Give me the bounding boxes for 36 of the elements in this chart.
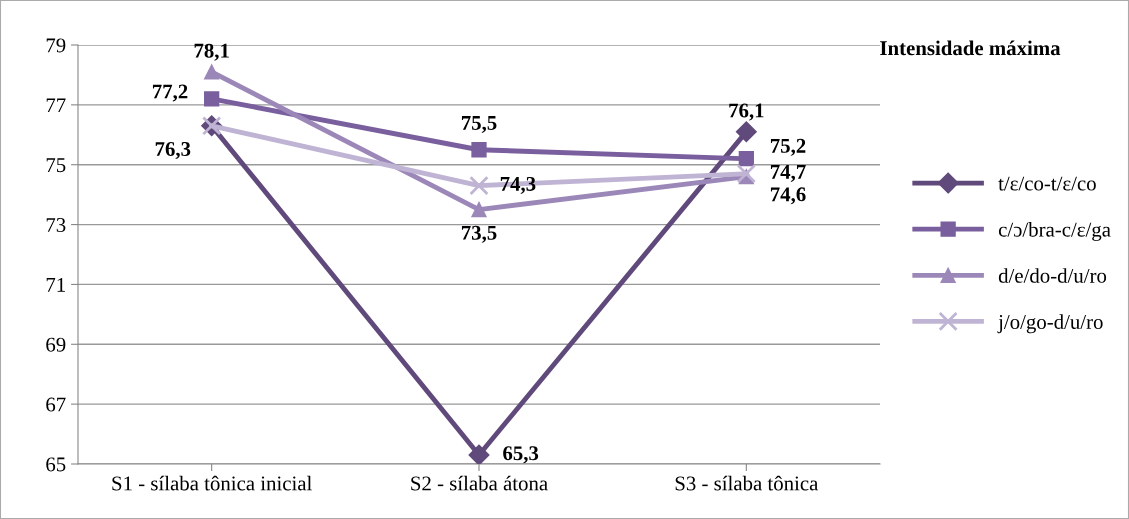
y-tick-label: 69 xyxy=(46,337,66,352)
point xyxy=(736,163,757,184)
legend-label: d/e/do-d/u/ro xyxy=(998,268,1107,283)
data-label: 74,6 xyxy=(770,187,806,205)
data-label: 65,3 xyxy=(503,446,539,464)
point xyxy=(204,64,220,80)
legend-label: j/o/go-d/u/ro xyxy=(997,314,1103,334)
y-tick-label: 77 xyxy=(46,98,66,113)
data-label: 78,1 xyxy=(194,43,229,61)
data-label: 74,3 xyxy=(500,176,536,194)
data-label: 76,3 xyxy=(155,142,191,160)
point xyxy=(735,121,757,143)
point xyxy=(471,201,487,218)
point xyxy=(738,151,754,167)
data-label: 73,5 xyxy=(461,225,497,243)
point xyxy=(204,91,220,107)
point xyxy=(468,444,490,464)
point xyxy=(469,175,489,196)
legend-label: t/ε/co-t/ε/co xyxy=(998,176,1096,191)
y-tick-label: 79 xyxy=(46,38,66,53)
x-tick-label: S2 - sílaba átona xyxy=(411,475,548,491)
data-label: 75,2 xyxy=(770,138,806,156)
x-tick-label: S1 - sílaba tônica inicial xyxy=(112,475,312,491)
x-tick-label: S3 - sílaba tônica xyxy=(675,475,819,491)
data-label: 77,2 xyxy=(152,84,188,102)
y-tick-label: 75 xyxy=(46,158,66,173)
y-tick-label: 65 xyxy=(46,457,66,472)
data-label: 74,7 xyxy=(770,164,806,182)
y-tick-label: 73 xyxy=(46,218,66,232)
data-label: 75,5 xyxy=(461,116,497,133)
legend-label: c/ɔ/bra-c/ε/ga xyxy=(998,222,1111,241)
point xyxy=(471,142,487,158)
y-tick-label: 71 xyxy=(46,277,65,292)
legend-title: Intensidade máxima xyxy=(880,40,1061,56)
y-tick-label: 67 xyxy=(46,397,66,412)
data-label: 76,1 xyxy=(729,103,764,121)
